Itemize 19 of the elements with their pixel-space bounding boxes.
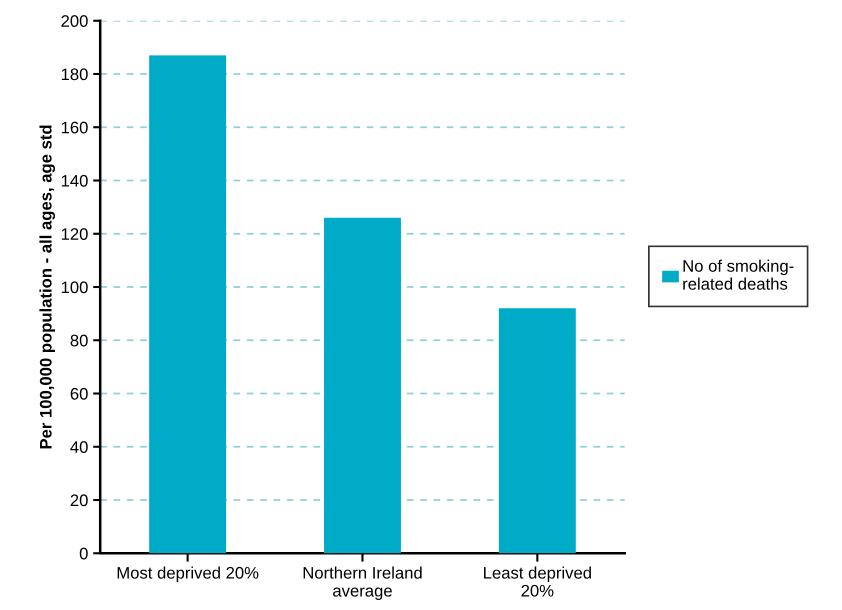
y-tick-label: 40: [70, 441, 88, 453]
bar: [498, 308, 576, 554]
y-tick-label: 200: [61, 15, 88, 27]
x-tick-label: Northern Ireland average: [304, 566, 422, 600]
x-tick-label: Least deprived 20%: [484, 566, 591, 597]
y-tick-label: 0: [80, 548, 88, 560]
y-tick-label: 160: [62, 122, 88, 134]
y-tick-label: 180: [62, 68, 88, 80]
bar: [149, 55, 226, 554]
y-tick-label: 120: [62, 228, 88, 240]
y-tick-label: 20: [70, 494, 88, 506]
legend-label: No of smoking- related deaths: [683, 260, 794, 290]
x-tick-label: Most deprived 20%: [118, 566, 258, 582]
y-tick-label: 60: [70, 388, 88, 400]
y-axis-title: Per 100,000 population - all ages, age std: [39, 126, 56, 448]
y-tick-label: 80: [70, 334, 88, 346]
bar: [324, 218, 401, 554]
y-tick-label: 100: [62, 281, 88, 294]
y-tick-label: 140: [62, 174, 88, 187]
